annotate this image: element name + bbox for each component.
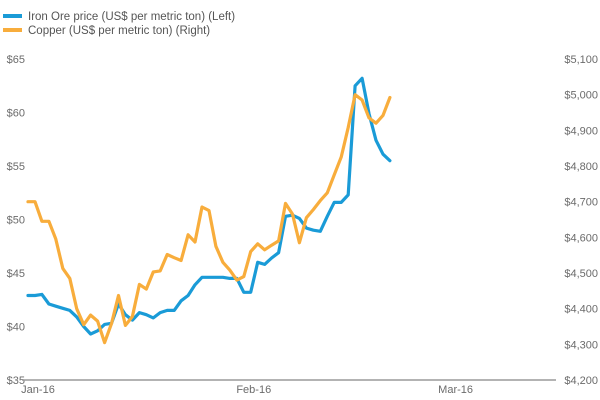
x-tick-label: Feb-16: [236, 384, 271, 396]
x-tick-label: Mar-16: [438, 384, 473, 396]
y-left-tick-label: $60: [7, 108, 25, 120]
y-axis-right: $4,200 $4,300 $4,400 $4,500 $4,600 $4,700 $4,8…: [564, 54, 598, 387]
y-left-tick-label: $65: [7, 54, 25, 66]
legend-label-iron-ore: Iron Ore price (US$ per metric ton) (Lef…: [28, 11, 235, 23]
y-right-tick-label: $4,700: [564, 197, 598, 209]
series-layer: [26, 76, 392, 345]
y-left-tick-label: $45: [7, 268, 25, 280]
y-right-tick-label: $4,900: [564, 125, 598, 137]
x-tick-label: Jan-16: [21, 384, 55, 396]
y-left-tick-label: $35: [7, 375, 25, 387]
y-right-tick-label: $4,300: [564, 339, 598, 351]
y-right-tick-label: $4,400: [564, 304, 598, 316]
y-axis-left: $35 $40 $45 $50 $55 $60 $65: [7, 54, 25, 387]
y-right-tick-label: $4,800: [564, 161, 598, 173]
y-right-tick-label: $4,200: [564, 375, 598, 387]
y-right-tick-label: $4,500: [564, 268, 598, 280]
y-left-tick-label: $50: [7, 215, 25, 227]
y-left-tick-label: $40: [7, 322, 25, 334]
series-line-iron-ore: [26, 76, 392, 336]
y-left-tick-label: $55: [7, 161, 25, 173]
series-line-copper: [26, 93, 392, 345]
y-right-tick-label: $5,100: [564, 54, 598, 66]
legend: Iron Ore price (US$ per metric ton) (Lef…: [3, 11, 235, 37]
legend-label-copper: Copper (US$ per metric ton) (Right): [28, 25, 210, 37]
y-right-tick-label: $4,600: [564, 232, 598, 244]
y-right-tick-label: $5,000: [564, 90, 598, 102]
x-axis: Jan-16 Feb-16 Mar-16: [21, 379, 556, 396]
